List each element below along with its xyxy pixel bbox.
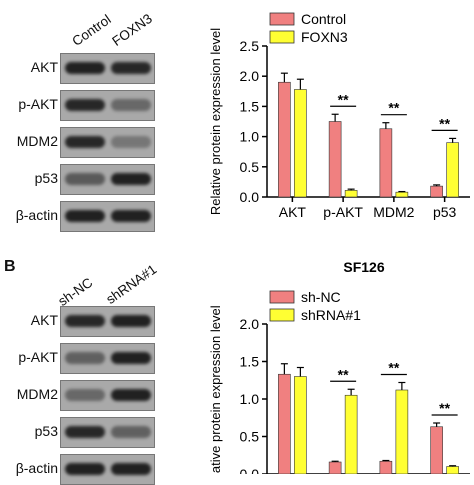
chart-b-bar	[430, 426, 443, 474]
chart-a-legend-swatch	[269, 12, 295, 26]
panel-a-row-label: p-AKT	[18, 96, 58, 112]
chart-a-significance-label: **	[388, 100, 399, 116]
chart-b-significance-label: **	[439, 400, 450, 416]
chart-b-bar	[278, 373, 291, 474]
panel-a-band	[65, 99, 105, 111]
panel-a-band	[111, 210, 151, 222]
panel-b-band	[111, 315, 151, 327]
lane-label-sh-nc: sh-NC	[55, 274, 96, 309]
panel-b-blot-strip	[60, 380, 155, 411]
panel-a-band	[65, 173, 105, 185]
panel-b-band	[65, 426, 105, 438]
chart-a-y-tick-label: 2.5	[240, 38, 260, 54]
chart-a-y-tick-label: 2.0	[240, 68, 260, 84]
chart-b-title: SF126	[343, 259, 384, 275]
panel-b-row-label: β-actin	[15, 460, 58, 476]
panel-a-blot-strip	[60, 201, 155, 232]
panel-a-row-label: MDM2	[16, 133, 58, 149]
chart-b-bar	[294, 376, 307, 474]
panel-b-band	[65, 352, 105, 364]
panel-a-band	[111, 136, 151, 148]
chart-b-legend-label: sh-NC	[301, 289, 341, 305]
lane-label-control: Control	[69, 11, 114, 49]
panel-b-band	[111, 352, 151, 364]
panel-b-row-label: p53	[34, 423, 58, 439]
chart-a-significance-label: **	[439, 115, 450, 131]
chart-a-bar	[328, 121, 342, 198]
panel-b-band	[65, 463, 105, 475]
chart-b-significance-label: **	[338, 366, 349, 382]
panel-a-band	[65, 210, 105, 222]
panel-a-band	[65, 136, 105, 148]
chart-a-x-tick-label: p53	[433, 204, 457, 220]
panel-a-blot-strip	[60, 127, 155, 158]
panel-b-band	[111, 426, 151, 438]
chart-b-bar	[446, 466, 459, 474]
chart-a-bar	[430, 185, 443, 198]
panel-a-band	[65, 62, 105, 74]
chart-a-y-tick-label: 0.5	[240, 159, 260, 175]
chart-a-y-label: Relative protein expression level	[208, 28, 223, 215]
panel-b-blot-strip	[60, 343, 155, 374]
panel-b-blot-strip	[60, 417, 155, 448]
lane-label-foxn3: FOXN3	[109, 10, 155, 49]
chart-b-significance-label: **	[388, 360, 399, 376]
chart-a-legend-swatch	[269, 30, 295, 44]
panel-b-blot-strip	[60, 306, 155, 337]
chart-b-y-tick-label: 0.5	[240, 429, 260, 445]
chart-a-bar	[379, 128, 393, 198]
chart-a-bar	[446, 142, 459, 198]
panel-a-blot-strip	[60, 53, 155, 84]
chart-b-bar	[328, 461, 342, 474]
panel-a-band	[111, 99, 151, 111]
chart-b-y-tick-label: 0.0	[240, 466, 260, 474]
chart-b-legend-label: shRNA#1	[301, 307, 361, 323]
chart-a-significance-label: **	[338, 91, 349, 107]
chart-b-bar	[344, 394, 358, 474]
chart-a-legend-label: FOXN3	[301, 29, 348, 45]
panel-b-band	[111, 463, 151, 475]
chart-a-bar	[344, 190, 358, 198]
panel-letter-b: B	[4, 258, 16, 275]
chart-a-x-tick-label: MDM2	[373, 204, 414, 220]
chart-b-bar	[395, 389, 409, 474]
chart-a-x-tick-label: p-AKT	[323, 204, 363, 220]
panel-b-band	[65, 389, 105, 401]
chart-b-y-label: Relative protein expression level	[208, 305, 223, 474]
panel-a-band	[111, 173, 151, 185]
chart-a-y-tick-label: 0.0	[240, 189, 260, 205]
panel-a-blot-strip	[60, 90, 155, 121]
chart-a-x-tick-label: AKT	[279, 204, 307, 220]
chart-b-legend-swatch	[269, 290, 295, 304]
panel-a-blot-strip	[60, 164, 155, 195]
chart-b-legend-swatch	[269, 308, 295, 322]
chart-a-bar	[294, 89, 307, 198]
chart-b-y-tick-label: 1.5	[240, 354, 260, 370]
chart-a-y-tick-label: 1.5	[240, 98, 260, 114]
lane-label-shrna1: shRNA#1	[103, 261, 160, 307]
panel-a-band	[111, 62, 151, 74]
panel-b-row-label: AKT	[30, 312, 58, 328]
chart-a-bar	[395, 191, 409, 198]
panel-b-blot-strip	[60, 454, 155, 485]
chart-b-bar	[379, 460, 393, 474]
panel-b-row-label: p-AKT	[18, 349, 58, 365]
panel-a-row-label: β-actin	[15, 207, 58, 223]
panel-b-band	[111, 389, 151, 401]
chart-b-y-tick-label: 1.0	[240, 391, 260, 407]
chart-a-y-tick-label: 1.0	[240, 129, 260, 145]
panel-b-row-label: MDM2	[16, 386, 58, 402]
chart-a-bar	[278, 81, 291, 198]
chart-b-y-tick-label: 2.0	[240, 316, 260, 332]
chart-a-legend-label: Control	[301, 11, 346, 27]
panel-a-row-label: AKT	[30, 59, 58, 75]
panel-b-band	[65, 315, 105, 327]
panel-a-row-label: p53	[34, 170, 58, 186]
